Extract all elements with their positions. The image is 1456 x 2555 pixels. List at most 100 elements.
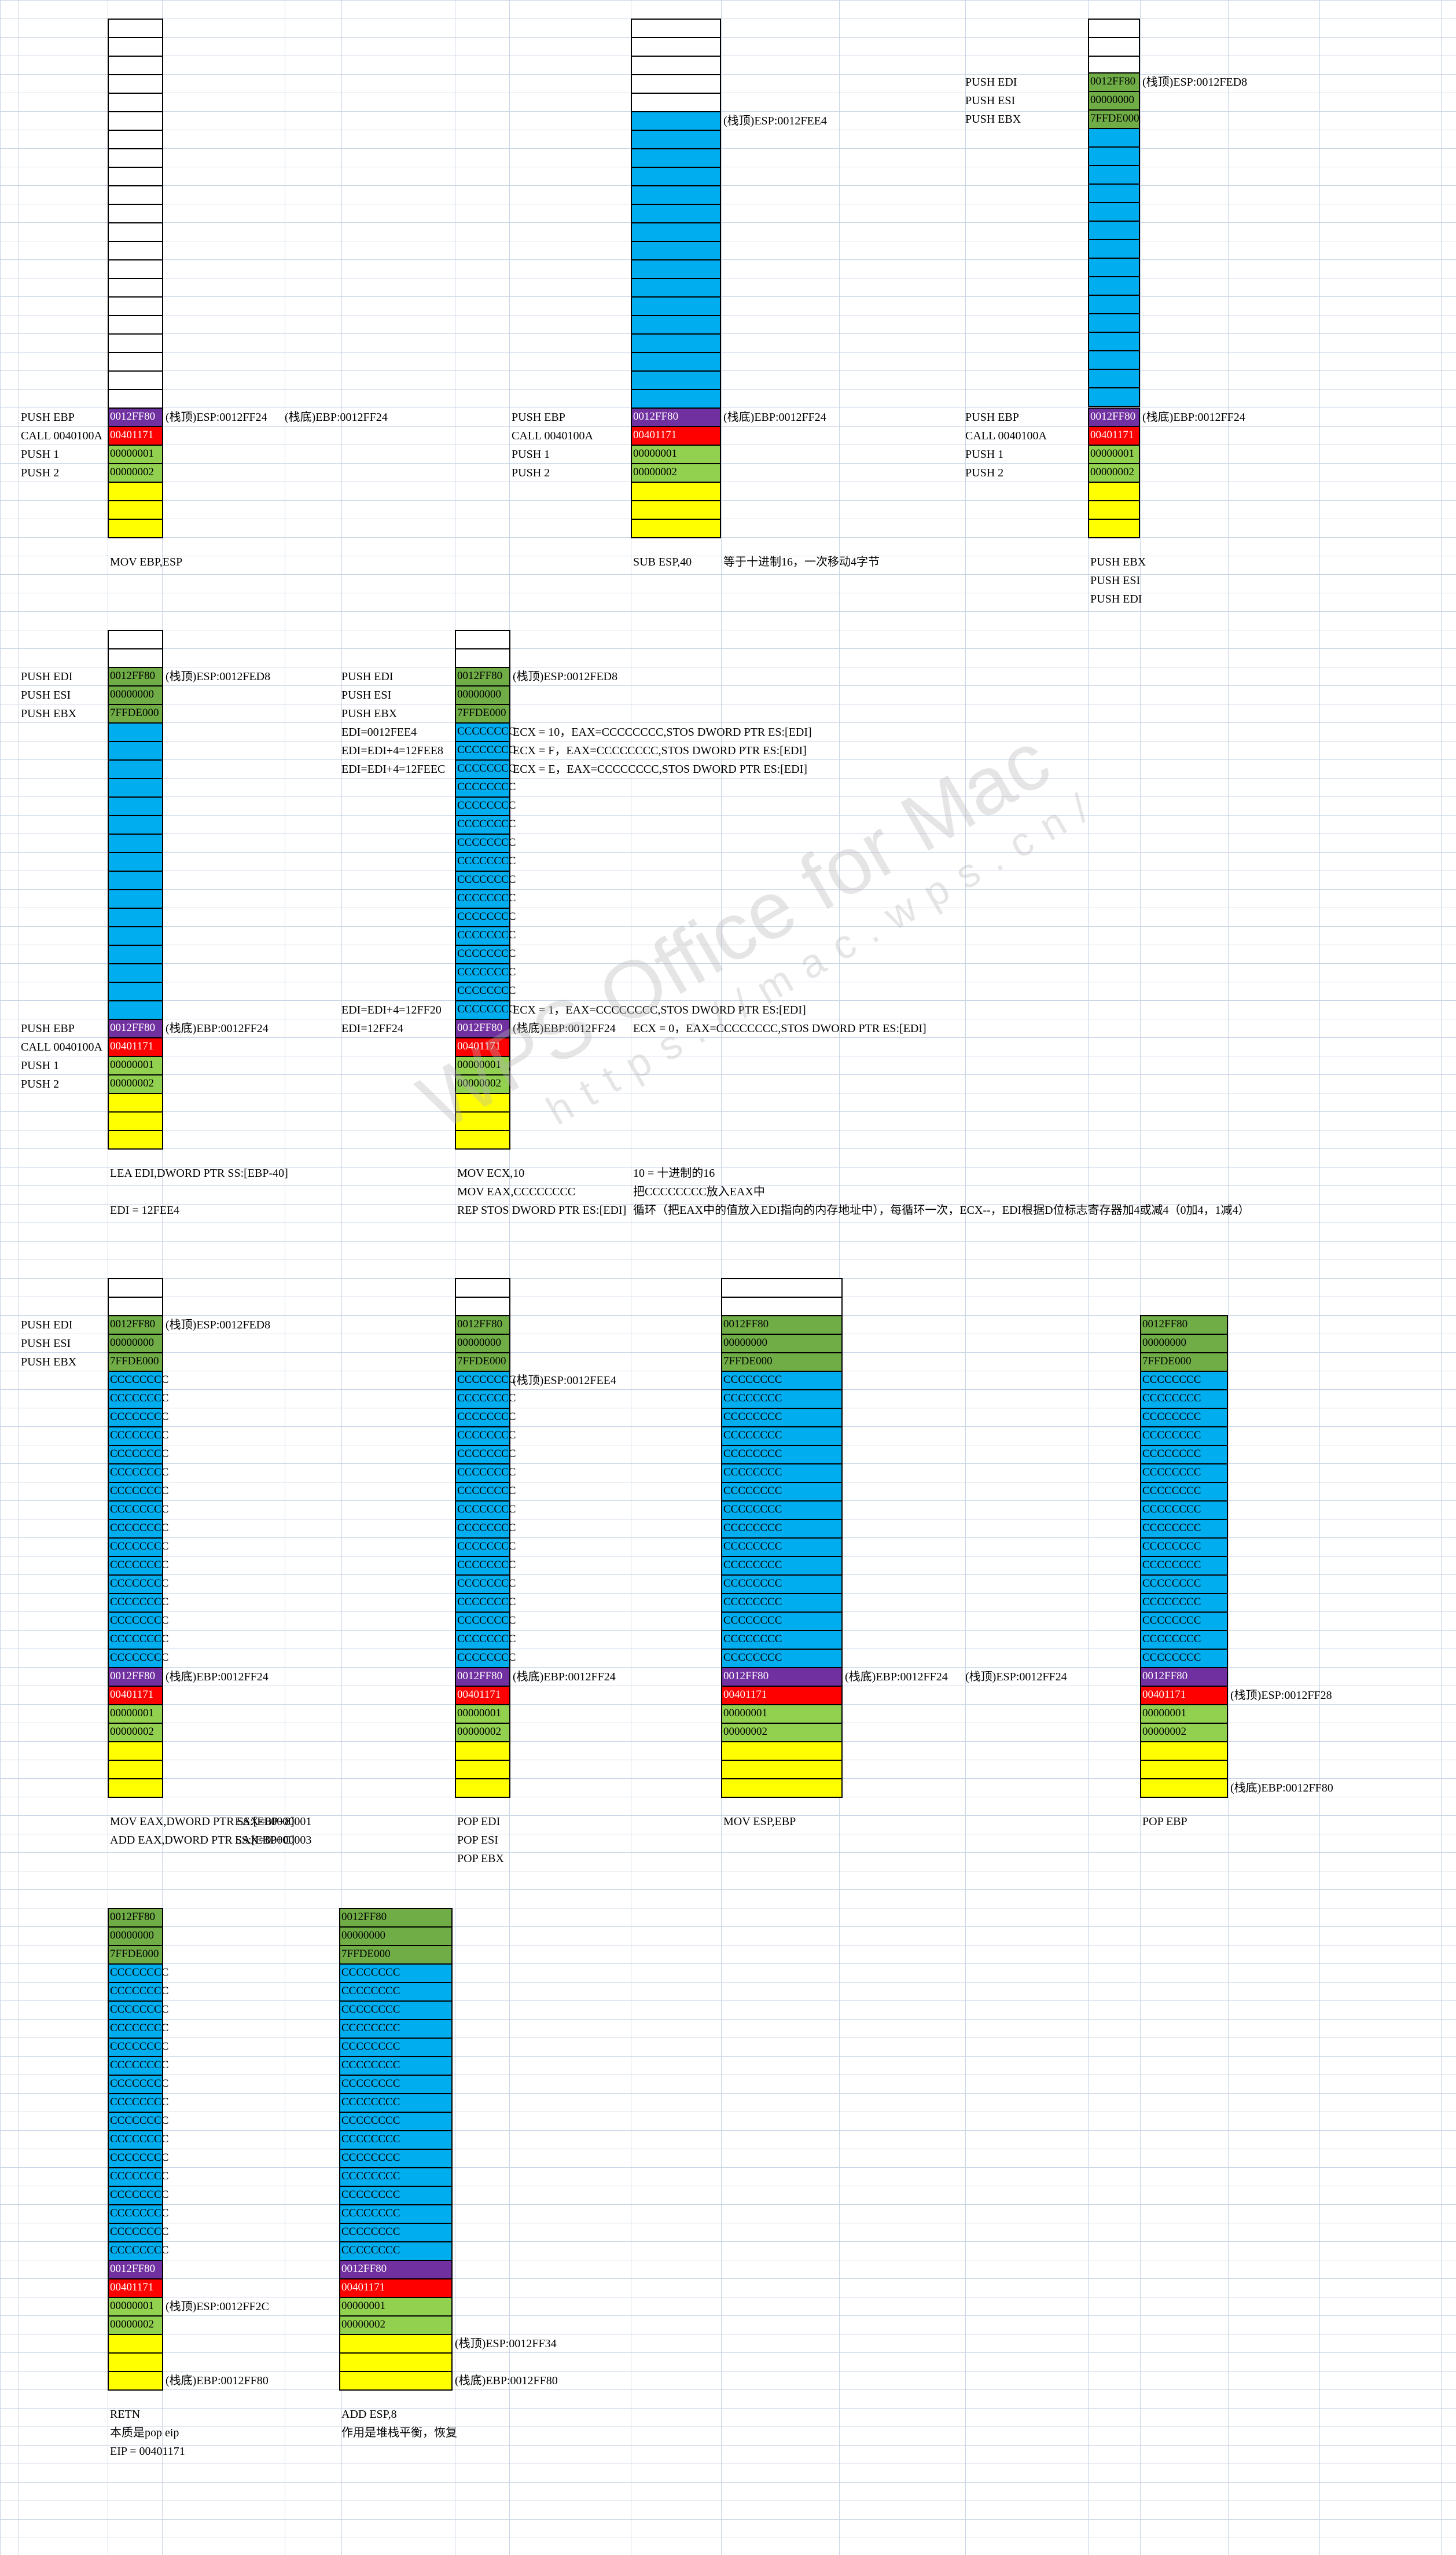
instr: PUSH EDI <box>21 1319 73 1331</box>
stack-cell <box>1088 368 1140 388</box>
stack-cell <box>108 889 163 909</box>
stack-cell <box>108 19 163 38</box>
stack-cell-value: 0012FF80 <box>339 2260 453 2279</box>
stack-cell-value: CCCCCCCC <box>1140 1574 1228 1594</box>
stack-cell-value: CCCCCCCC <box>455 1445 516 1464</box>
instr: PUSH 1 <box>965 448 1004 461</box>
loop-note: ECX = E，EAX=CCCCCCCC,STOS DWORD PTR ES:[… <box>513 763 807 776</box>
stack-cell-value: 00000000 <box>1088 90 1140 111</box>
stack-cell <box>1088 201 1140 222</box>
stack-cell-value: CCCCCCCC <box>1140 1537 1228 1557</box>
stack-cell <box>631 56 721 75</box>
stack-cell <box>108 2352 163 2372</box>
stack-cell-value: 00000000 <box>339 1926 453 1946</box>
op-label: SUB ESP,40 <box>633 555 692 568</box>
stack-cell-value: CCCCCCCC <box>108 2019 168 2039</box>
grid-column-line <box>509 0 510 2555</box>
stack-cell-value: CCCCCCCC <box>108 2204 168 2224</box>
op-label: RETN <box>110 2407 141 2421</box>
stack-cell-value: CCCCCCCC <box>108 1611 168 1631</box>
stack-cell-value: 0012FF80 <box>339 1908 453 1928</box>
stack-cell <box>108 722 163 742</box>
stack-cell-value: 00000002 <box>108 2315 163 2335</box>
stack-cell <box>108 2371 163 2391</box>
stack-cell-value: CCCCCCCC <box>339 2241 453 2261</box>
stack-cell <box>108 1093 163 1113</box>
stack-cell-value: CCCCCCCC <box>108 1630 168 1650</box>
instr: PUSH ESI <box>21 689 71 702</box>
stack-cell <box>631 389 721 409</box>
op-label: MOV EAX,CCCCCCCC <box>457 1185 576 1198</box>
instr: PUSH EDI <box>341 670 394 683</box>
stack-cell-value: 0012FF80 <box>1088 72 1140 92</box>
stack-cell-value: CCCCCCCC <box>1140 1426 1228 1446</box>
stack-cell-value: 0012FF80 <box>108 408 163 427</box>
stack-cell-value: CCCCCCCC <box>339 2075 453 2094</box>
grid-column-line <box>721 0 722 2555</box>
stack-cell-value: CCCCCCCC <box>455 1500 516 1520</box>
stack-cell <box>631 333 721 353</box>
ebp-label: (栈底)EBP:0012FF24 <box>723 411 826 424</box>
stack-cell-value: 00000002 <box>1088 463 1140 483</box>
stack-cell-value: CCCCCCCC <box>455 1482 516 1502</box>
stack-cell-value: 00000002 <box>1140 1723 1228 1742</box>
stack-cell-value: 0012FF80 <box>1140 1315 1228 1335</box>
stack-cell <box>721 1278 843 1298</box>
esp-label: (栈顶)ESP:0012FEE4 <box>513 1374 616 1387</box>
stack-cell <box>108 111 163 131</box>
stack-cell-value: 00000000 <box>108 685 163 705</box>
op-label: REP STOS DWORD PTR ES:[EDI] <box>457 1203 627 1217</box>
stack-cell-value: CCCCCCCC <box>455 1556 516 1576</box>
stack-cell <box>108 204 163 223</box>
stack-cell-value: CCCCCCCC <box>455 1463 516 1483</box>
instr: PUSH ESI <box>965 94 1016 107</box>
stack-cell <box>108 852 163 872</box>
stack-cell <box>108 1741 163 1761</box>
stack-cell <box>1140 1778 1228 1798</box>
stack-cell <box>631 148 721 168</box>
stack-cell-value: CCCCCCCC <box>1140 1611 1228 1631</box>
instr: PUSH 2 <box>21 467 60 479</box>
stack-cell <box>108 519 163 538</box>
stack-cell-value: 00401171 <box>108 2278 163 2298</box>
stack-cell-value: 00000001 <box>721 1704 843 1724</box>
instr: CALL 0040100A <box>21 1041 102 1053</box>
stack-cell-value: CCCCCCCC <box>455 834 516 853</box>
op-label: POP EBP <box>1142 1815 1187 1828</box>
stack-cell-value: CCCCCCCC <box>455 796 516 816</box>
stack-cell <box>455 630 510 649</box>
stack-cell-value: 00000002 <box>108 1723 163 1742</box>
stack-cell <box>108 241 163 260</box>
stack-cell <box>1088 387 1140 407</box>
stack-cell-value: 7FFDE000 <box>1140 1352 1228 1372</box>
instr: PUSH 2 <box>21 1078 60 1091</box>
stack-cell <box>721 1760 843 1779</box>
instr: PUSH EBP <box>512 411 565 424</box>
stack-cell-value: CCCCCCCC <box>721 1482 843 1502</box>
edi-note: EDI=EDI+4=12FEE8 <box>341 744 444 757</box>
stack-cell-value: CCCCCCCC <box>339 2038 453 2057</box>
note: EAX=00000003 <box>235 1833 312 1846</box>
stack-cell-value: 00000000 <box>108 1926 163 1946</box>
stack-cell-value: 0012FF80 <box>108 1908 163 1928</box>
stack-cell <box>1088 257 1140 277</box>
instr: PUSH ESI <box>341 689 392 702</box>
edi-note: EDI=12FF24 <box>341 1022 403 1035</box>
stack-cell-value: CCCCCCCC <box>108 1963 168 1983</box>
stack-cell-value: CCCCCCCC <box>339 2056 453 2076</box>
grid-column-line <box>1441 0 1442 2555</box>
esp-label: (栈顶)ESP:0012FED8 <box>166 1319 271 1331</box>
stack-cell <box>631 500 721 520</box>
note: EDI = 12FEE4 <box>110 1203 180 1217</box>
stack-cell-value: CCCCCCCC <box>108 1500 168 1520</box>
stack-cell-value: 0012FF80 <box>108 1667 163 1687</box>
stack-cell-value: CCCCCCCC <box>1140 1389 1228 1409</box>
stack-cell <box>108 185 163 205</box>
stack-cell <box>1088 313 1140 333</box>
stack-cell-value: CCCCCCCC <box>1140 1482 1228 1502</box>
stack-cell-value: CCCCCCCC <box>1140 1593 1228 1613</box>
stack-cell <box>631 519 721 538</box>
stack-cell-value: CCCCCCCC <box>721 1611 843 1631</box>
stack-cell-value: 00000001 <box>108 2297 163 2317</box>
esp-label: (栈顶)ESP:0012FF2C <box>166 2300 269 2313</box>
